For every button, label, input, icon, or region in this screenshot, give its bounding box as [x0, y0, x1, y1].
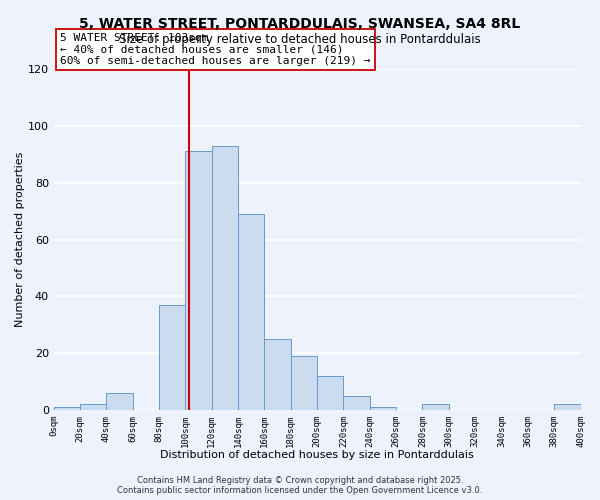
Text: Size of property relative to detached houses in Pontarddulais: Size of property relative to detached ho… [119, 32, 481, 46]
Bar [106, 393, 133, 410]
X-axis label: Distribution of detached houses by size in Pontarddulais: Distribution of detached houses by size … [160, 450, 474, 460]
Bar [80, 404, 106, 410]
Bar [291, 356, 317, 410]
Bar [422, 404, 449, 410]
Bar [370, 408, 396, 410]
Y-axis label: Number of detached properties: Number of detached properties [15, 152, 25, 327]
Bar [54, 408, 80, 410]
Bar [185, 152, 212, 410]
Text: 5 WATER STREET: 103sqm
← 40% of detached houses are smaller (146)
60% of semi-de: 5 WATER STREET: 103sqm ← 40% of detached… [61, 33, 371, 66]
Bar [238, 214, 265, 410]
Bar [159, 305, 185, 410]
Text: Contains HM Land Registry data © Crown copyright and database right 2025.
Contai: Contains HM Land Registry data © Crown c… [118, 476, 482, 495]
Text: 5, WATER STREET, PONTARDDULAIS, SWANSEA, SA4 8RL: 5, WATER STREET, PONTARDDULAIS, SWANSEA,… [79, 18, 521, 32]
Bar [343, 396, 370, 410]
Bar [317, 376, 343, 410]
Bar [554, 404, 581, 410]
Bar [212, 146, 238, 410]
Bar [265, 339, 291, 410]
